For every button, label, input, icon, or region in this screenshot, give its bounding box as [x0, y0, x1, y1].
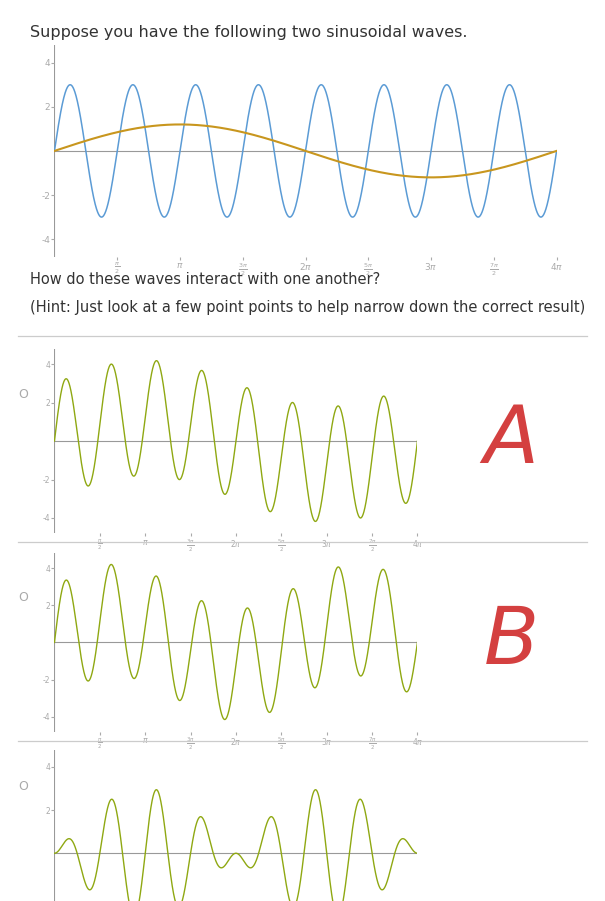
Text: Suppose you have the following two sinusoidal waves.: Suppose you have the following two sinus…	[30, 25, 468, 41]
Text: O: O	[18, 780, 28, 794]
Text: How do these waves interact with one another?: How do these waves interact with one ano…	[30, 272, 381, 287]
Text: A: A	[483, 402, 539, 480]
Text: O: O	[18, 388, 28, 401]
Text: O: O	[18, 591, 28, 605]
Text: B: B	[483, 604, 539, 681]
Text: (Hint: Just look at a few point points to help narrow down the correct result): (Hint: Just look at a few point points t…	[30, 300, 586, 315]
